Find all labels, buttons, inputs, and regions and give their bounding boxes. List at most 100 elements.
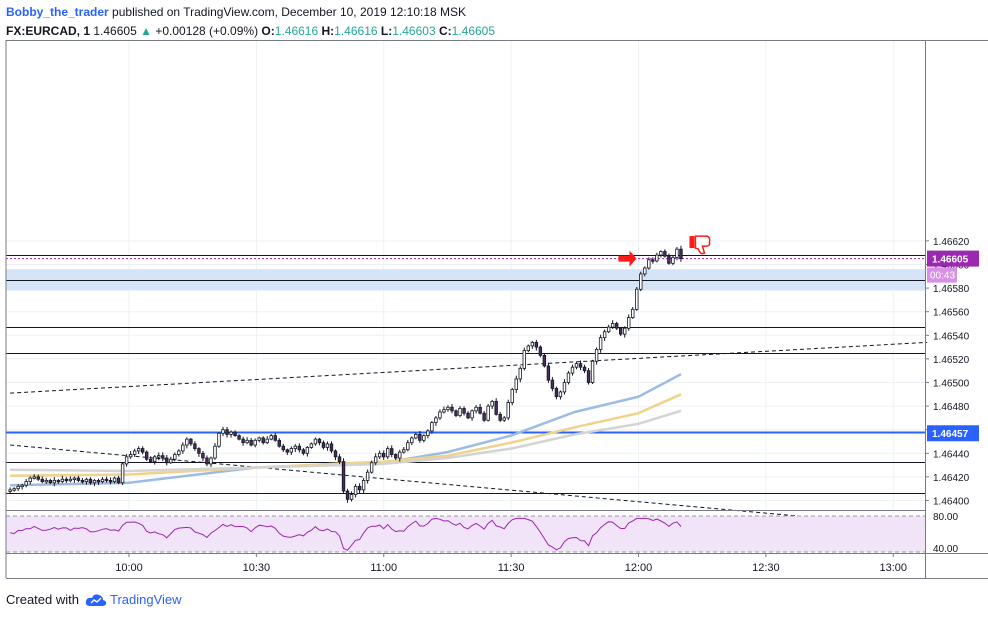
author-link[interactable]: Bobby_the_trader bbox=[6, 5, 109, 19]
candle[interactable] bbox=[470, 409, 474, 421]
candle[interactable] bbox=[88, 477, 93, 485]
candle[interactable] bbox=[610, 320, 615, 330]
candle[interactable] bbox=[96, 478, 101, 485]
candle[interactable] bbox=[80, 477, 85, 484]
candle[interactable] bbox=[598, 334, 603, 353]
candle[interactable] bbox=[269, 434, 273, 441]
candle[interactable] bbox=[530, 340, 535, 349]
candle[interactable] bbox=[635, 287, 639, 311]
candle[interactable] bbox=[651, 257, 655, 264]
candle[interactable] bbox=[614, 321, 619, 330]
candle[interactable] bbox=[128, 451, 133, 459]
candle[interactable] bbox=[297, 443, 302, 453]
candle[interactable] bbox=[442, 406, 446, 414]
candle[interactable] bbox=[438, 409, 442, 421]
candle[interactable] bbox=[353, 483, 358, 498]
candle[interactable] bbox=[100, 476, 105, 484]
candle[interactable] bbox=[398, 449, 402, 462]
candle[interactable] bbox=[430, 420, 434, 434]
candle[interactable] bbox=[32, 474, 36, 480]
candle[interactable] bbox=[217, 432, 221, 448]
candle[interactable] bbox=[534, 339, 539, 351]
candle[interactable] bbox=[161, 452, 165, 462]
candle[interactable] bbox=[418, 430, 422, 443]
highlight-zone[interactable] bbox=[6, 269, 925, 291]
candle[interactable] bbox=[84, 477, 89, 485]
candle[interactable] bbox=[293, 444, 298, 452]
candle[interactable] bbox=[337, 454, 342, 464]
candle[interactable] bbox=[349, 491, 354, 502]
candle[interactable] bbox=[667, 253, 671, 265]
candle[interactable] bbox=[229, 430, 233, 438]
candle[interactable] bbox=[454, 409, 458, 418]
candle[interactable] bbox=[434, 415, 438, 426]
candle[interactable] bbox=[329, 441, 334, 454]
candle[interactable] bbox=[502, 415, 506, 422]
candle[interactable] bbox=[377, 450, 382, 459]
candle[interactable] bbox=[474, 405, 478, 414]
candle[interactable] bbox=[193, 441, 197, 451]
candle[interactable] bbox=[132, 448, 137, 457]
candle[interactable] bbox=[522, 347, 526, 371]
candle[interactable] bbox=[28, 476, 32, 485]
candle[interactable] bbox=[116, 475, 121, 485]
candle[interactable] bbox=[249, 437, 253, 447]
candle[interactable] bbox=[104, 476, 109, 483]
candle[interactable] bbox=[257, 436, 261, 443]
candle[interactable] bbox=[44, 477, 48, 484]
candle[interactable] bbox=[623, 326, 627, 338]
candle[interactable] bbox=[136, 446, 141, 455]
candle[interactable] bbox=[345, 488, 350, 503]
candle[interactable] bbox=[414, 432, 418, 440]
candle[interactable] bbox=[574, 362, 579, 370]
candle[interactable] bbox=[333, 449, 338, 461]
candle[interactable] bbox=[237, 434, 241, 441]
candle[interactable] bbox=[618, 326, 623, 337]
candle[interactable] bbox=[181, 442, 185, 454]
candle[interactable] bbox=[317, 437, 322, 446]
candle[interactable] bbox=[52, 477, 57, 487]
candle[interactable] bbox=[245, 437, 249, 445]
candle[interactable] bbox=[406, 439, 410, 452]
candle[interactable] bbox=[558, 390, 563, 400]
candle[interactable] bbox=[253, 438, 257, 448]
candle[interactable] bbox=[124, 454, 129, 467]
candle[interactable] bbox=[394, 453, 398, 461]
candle[interactable] bbox=[518, 366, 522, 383]
candle[interactable] bbox=[631, 306, 635, 319]
candle[interactable] bbox=[112, 476, 117, 484]
candle[interactable] bbox=[386, 446, 390, 460]
candle[interactable] bbox=[671, 256, 675, 266]
candle[interactable] bbox=[410, 436, 414, 446]
candle[interactable] bbox=[233, 430, 237, 437]
candle[interactable] bbox=[570, 364, 575, 376]
candle[interactable] bbox=[72, 476, 77, 483]
candle[interactable] bbox=[590, 359, 595, 385]
candle[interactable] bbox=[140, 446, 145, 455]
candle[interactable] bbox=[506, 399, 510, 421]
candle[interactable] bbox=[647, 257, 651, 270]
candle[interactable] bbox=[325, 441, 330, 451]
candle[interactable] bbox=[365, 469, 370, 484]
candle[interactable] bbox=[466, 411, 470, 420]
candle[interactable] bbox=[60, 475, 65, 484]
trendline[interactable] bbox=[10, 444, 796, 517]
candle[interactable] bbox=[494, 398, 498, 416]
candle[interactable] bbox=[422, 434, 426, 443]
support-zone[interactable] bbox=[6, 269, 925, 291]
candle[interactable] bbox=[120, 462, 125, 485]
candle[interactable] bbox=[538, 345, 543, 358]
candle[interactable] bbox=[450, 403, 454, 414]
candle[interactable] bbox=[12, 487, 16, 492]
candle[interactable] bbox=[285, 448, 289, 456]
candle[interactable] bbox=[566, 371, 571, 385]
candle[interactable] bbox=[426, 429, 430, 439]
candle[interactable] bbox=[594, 347, 599, 365]
candle[interactable] bbox=[56, 478, 61, 484]
candle[interactable] bbox=[68, 476, 73, 483]
candle[interactable] bbox=[586, 368, 591, 385]
candle[interactable] bbox=[8, 487, 12, 494]
candle[interactable] bbox=[550, 377, 555, 392]
candlestick-series[interactable] bbox=[8, 245, 683, 503]
candle[interactable] bbox=[169, 456, 173, 464]
